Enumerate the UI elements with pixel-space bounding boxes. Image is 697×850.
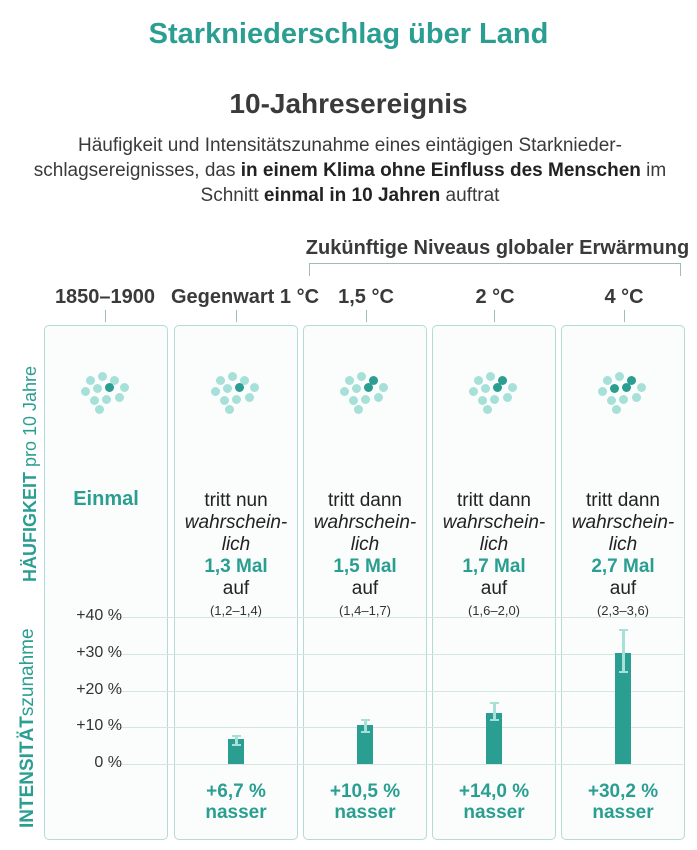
event-dot <box>250 383 259 392</box>
event-dot <box>86 376 95 385</box>
event-dot <box>374 393 383 402</box>
event-dot <box>603 376 612 385</box>
frequency-row-label: HÄUFIGKEIT pro 10 Jahre <box>20 365 40 582</box>
event-dot <box>607 396 616 405</box>
dot-cluster-baseline <box>81 370 131 415</box>
event-dot-dark <box>627 376 636 385</box>
header-tick <box>366 310 367 322</box>
event-dot <box>598 387 607 396</box>
frequency-text-1-5: tritt dann wahrschein- lich 1,5 Mal auf … <box>313 490 417 618</box>
event-dot <box>486 372 495 381</box>
event-dot <box>120 383 129 392</box>
panel-baseline <box>44 325 168 840</box>
event-dot <box>102 395 111 404</box>
event-dot <box>469 387 478 396</box>
event-dot <box>508 383 517 392</box>
intensity-label-1-5: +10,5 % nasser <box>329 781 401 823</box>
frequency-text-2: tritt dann wahrschein- lich 1,7 Mal auf … <box>442 490 546 618</box>
intensity-row-label: INTENSITÄTszunahme <box>17 628 38 828</box>
event-dot <box>632 393 641 402</box>
event-dot-dark <box>369 376 378 385</box>
event-dot <box>211 387 220 396</box>
event-dot <box>503 393 512 402</box>
event-dot <box>225 405 234 414</box>
event-dot <box>619 395 628 404</box>
event-dot <box>379 383 388 392</box>
frequency-text-4: tritt dann wahrschein- lich 2,7 Mal auf … <box>571 490 675 618</box>
future-warming-bracket <box>309 263 681 276</box>
subtitle: 10-Jahresereignis <box>229 88 468 119</box>
event-dot-dark <box>235 383 244 392</box>
event-dot <box>361 395 370 404</box>
event-dot <box>483 405 492 414</box>
event-dot <box>228 372 237 381</box>
header-tick <box>236 310 237 322</box>
event-dot <box>220 396 229 405</box>
event-dot <box>612 405 621 414</box>
column-header-4: 4 °C <box>604 286 644 308</box>
event-dot <box>93 384 102 393</box>
event-dot <box>110 376 119 385</box>
intensity-label-2: +14,0 % nasser <box>458 781 530 823</box>
event-dot-dark <box>364 383 373 392</box>
event-dot <box>232 395 241 404</box>
column-header-present: Gegenwart 1 °C <box>170 286 320 308</box>
event-dot <box>245 393 254 402</box>
event-dot <box>474 376 483 385</box>
event-dot <box>490 395 499 404</box>
event-dot-dark <box>498 376 507 385</box>
frequency-text-present: tritt nun wahrschein- lich 1,3 Mal auf (… <box>184 490 288 618</box>
page-title: Starkniederschlag über Land <box>148 18 549 50</box>
event-dot <box>615 372 624 381</box>
header-tick <box>624 310 625 322</box>
event-dot-dark <box>493 383 502 392</box>
dot-cluster-4 <box>598 370 648 415</box>
frequency-text-baseline: Einmal <box>73 488 139 510</box>
event-dot <box>81 387 90 396</box>
description-bold-2: einmal in 10 Jahren <box>263 185 441 206</box>
event-dot <box>349 396 358 405</box>
event-dot <box>478 396 487 405</box>
event-dot <box>115 393 124 402</box>
description-part-1: Häufigkeit und Intensitätszunahme eines … <box>33 135 622 181</box>
event-dot <box>98 372 107 381</box>
description-part-2: im Schnitt <box>200 160 667 206</box>
event-dot <box>357 372 366 381</box>
event-dot <box>345 376 354 385</box>
description-bold-1: in einem Klima ohne Einfluss des Mensche… <box>240 160 641 181</box>
column-header-2: 2 °C <box>475 286 515 308</box>
event-dot <box>637 383 646 392</box>
event-dot-dark <box>622 383 631 392</box>
dot-cluster-1-5 <box>340 370 390 415</box>
event-dot <box>240 376 249 385</box>
header-tick <box>494 310 495 322</box>
description-part-3: auftrat <box>440 185 500 206</box>
event-dot-dark <box>610 384 619 393</box>
event-dot-dark <box>105 383 114 392</box>
header-tick <box>105 310 106 322</box>
event-dot <box>90 396 99 405</box>
event-dot <box>223 384 232 393</box>
event-dot <box>340 387 349 396</box>
future-warming-label: Zukünftige Niveaus globaler Erwärmung <box>305 237 690 259</box>
column-header-baseline: 1850–1900 <box>54 286 156 308</box>
intensity-label-4: +30,2 % nasser <box>587 781 659 823</box>
event-dot <box>216 376 225 385</box>
description: Häufigkeit und Intensitätszunahme eines … <box>20 133 680 208</box>
event-dot <box>354 405 363 414</box>
dot-cluster-present <box>211 370 261 415</box>
event-dot <box>95 405 104 414</box>
event-dot <box>481 384 490 393</box>
column-header-1-5: 1,5 °C <box>338 286 394 308</box>
intensity-label-present: +6,7 % nasser <box>205 781 267 823</box>
event-dot <box>352 384 361 393</box>
dot-cluster-2 <box>469 370 519 415</box>
